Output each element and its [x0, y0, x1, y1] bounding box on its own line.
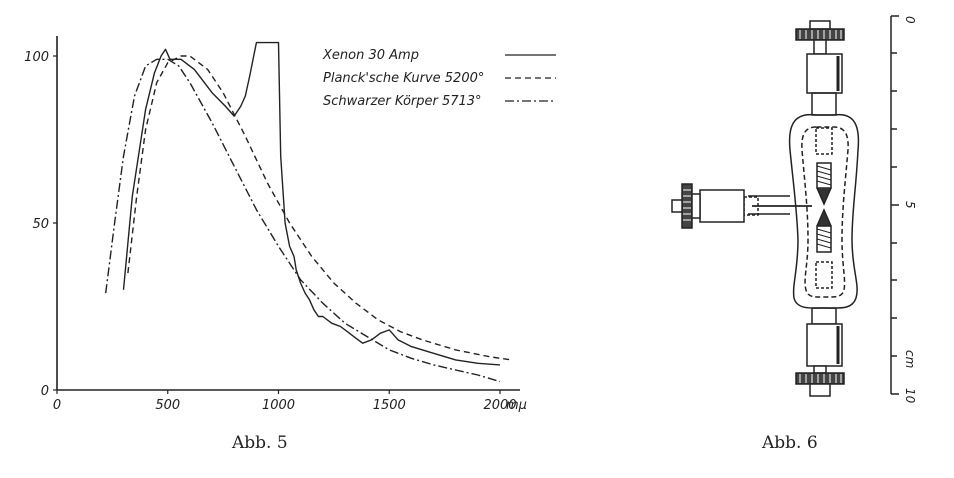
cm-scale — [890, 15, 899, 395]
side-arm — [748, 195, 790, 215]
y-tick-label: 100 — [24, 50, 49, 65]
top-stem — [811, 92, 837, 116]
x-axis-unit: mμ — [506, 398, 527, 413]
x-tick-label: 500 — [155, 398, 180, 413]
side-socket — [699, 189, 745, 223]
scale-unit: cm — [903, 350, 917, 368]
lower-electrode-tip — [816, 208, 832, 227]
series-line-2 — [105, 58, 501, 383]
top-knurled-knob — [795, 20, 845, 55]
lower-electrode-coil — [816, 225, 832, 253]
y-tick-label: 0 — [41, 384, 49, 399]
x-tick-label: 0 — [53, 398, 61, 413]
y-tick-label: 50 — [32, 217, 49, 232]
plot-axes — [56, 36, 520, 391]
bottom-knurled-knob — [795, 365, 845, 397]
x-ticks: 0 500 1000 1500 2000 — [53, 390, 517, 413]
figure-5: 0 500 1000 1500 2000 0 50 100 mμ Xenon 30 Amp P… — [24, 36, 556, 453]
legend-label-1: Planck'sche Kurve 5200° — [323, 71, 484, 86]
figure-6-caption: Abb. 6 — [761, 433, 818, 453]
figure-6-labels: 0 5 10 cm Abb. 6 — [761, 16, 917, 453]
figure-5-caption: Abb. 5 — [231, 433, 288, 453]
x-tick-label: 1000 — [262, 398, 295, 413]
series-lines — [105, 41, 512, 383]
lower-electrode-holder — [815, 261, 833, 289]
scale-tick-5: 5 — [903, 201, 917, 209]
legend: Xenon 30 Amp Planck'sche Kurve 5200° Schwa… — [322, 48, 556, 109]
inner-envelope — [801, 126, 849, 298]
figure-6-lamp-diagram — [671, 15, 899, 397]
legend-label-0: Xenon 30 Amp — [322, 48, 419, 63]
series-line-0 — [122, 41, 501, 366]
x-tick-label: 2000 — [483, 398, 516, 413]
scale-tick-10: 10 — [903, 388, 917, 404]
x-tick-label: 1500 — [373, 398, 406, 413]
upper-electrode-tip — [816, 187, 832, 206]
legend-label-2: Schwarzer Körper 5713° — [323, 94, 482, 109]
series-line-1 — [127, 55, 512, 361]
bottom-electrode-socket — [806, 323, 843, 367]
upper-electrode-holder — [815, 127, 833, 155]
side-knurled-knob — [681, 183, 693, 229]
bottom-stem — [811, 307, 837, 325]
y-ticks: 0 50 100 — [24, 50, 57, 399]
scale-tick-0: 0 — [903, 16, 917, 24]
